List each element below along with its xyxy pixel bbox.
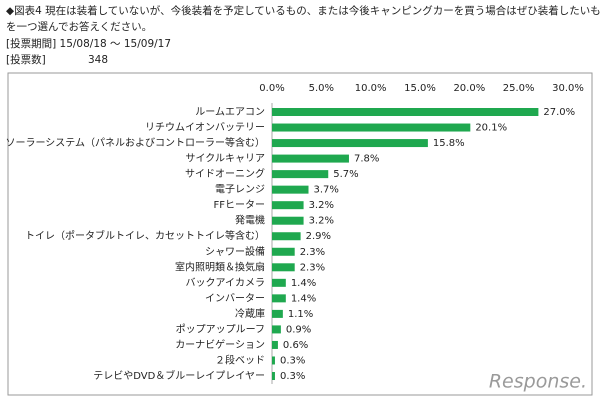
value-label: 1.4% — [291, 278, 316, 289]
category-label: シャワー設備 — [205, 245, 265, 258]
bar — [272, 154, 349, 163]
value-label: 15.8% — [433, 138, 465, 149]
bar — [272, 372, 275, 381]
value-label: 20.1% — [475, 123, 507, 134]
value-label: 0.6% — [283, 340, 308, 351]
category-label: テレビやDVD＆ブルーレイプレイヤー — [93, 369, 265, 382]
category-label: 室内照明類＆換気扇 — [175, 260, 265, 273]
category-label: 冷蔵庫 — [235, 307, 265, 320]
votes: 348 — [88, 54, 108, 66]
bar — [272, 232, 301, 241]
title-line: ◆図表4 現在は装着していないが、今後装着を予定しているもの、または今後キャンピ… — [6, 4, 600, 17]
value-label: 0.3% — [280, 355, 305, 366]
category-label: FFヒーター — [213, 199, 265, 211]
period: [投票期間] 15/08/18 〜 15/09/17 — [6, 37, 171, 50]
bar — [272, 278, 286, 287]
value-label: 3.7% — [314, 185, 339, 196]
bar — [272, 247, 295, 256]
value-label: 2.3% — [300, 262, 325, 273]
bar — [272, 340, 278, 349]
x-tick-label: 10.0% — [355, 83, 387, 94]
value-label: 2.9% — [306, 231, 331, 242]
bar — [272, 185, 309, 194]
watermark: Response. — [489, 371, 587, 393]
value-label: 0.3% — [280, 371, 305, 382]
bar — [272, 294, 286, 303]
value-label: 1.4% — [291, 293, 316, 304]
x-tick-label: 5.0% — [309, 83, 334, 94]
category-label: カーナビゲーション — [175, 339, 265, 351]
chart-frame — [7, 72, 593, 396]
category-label: リチウムイオンバッテリー — [145, 122, 265, 134]
category-label: ソーラーシステム（パネルおよびコントローラー等含む） — [6, 136, 266, 149]
category-label: サイドオーニング — [185, 167, 265, 180]
category-label: 発電機 — [235, 214, 265, 227]
value-label: 5.7% — [333, 169, 358, 180]
value-label: 27.0% — [543, 107, 575, 118]
x-tick-label: 20.0% — [453, 83, 485, 94]
bar — [272, 201, 304, 210]
bar — [272, 356, 275, 365]
value-label: 0.9% — [286, 324, 311, 335]
bar — [272, 123, 471, 132]
value-label: 3.2% — [309, 216, 334, 227]
value-label: 2.3% — [300, 247, 325, 258]
x-tick-label: 15.0% — [404, 83, 436, 94]
category-label: ２段ベッド — [215, 353, 265, 366]
x-tick-label: 0.0% — [259, 83, 284, 94]
bar — [272, 309, 283, 318]
value-label: 3.2% — [309, 200, 334, 211]
category-label: ポップアップルーフ — [176, 323, 265, 335]
x-tick-label: 25.0% — [503, 83, 535, 94]
category-label: ルームエアコン — [195, 106, 265, 118]
bar — [272, 108, 539, 116]
title-line: を一つ選んでお答えください。 — [6, 20, 152, 33]
bar — [272, 325, 281, 334]
value-label: 7.8% — [354, 154, 379, 165]
bar — [272, 170, 329, 179]
bar — [272, 263, 295, 272]
category-label: 電子レンジ — [215, 184, 265, 196]
votes-label: [投票数] — [6, 53, 46, 66]
category-label: インバーター — [205, 292, 265, 304]
x-tick-label: 30.0% — [552, 83, 584, 94]
bar — [272, 216, 304, 225]
bar — [272, 139, 428, 148]
category-label: トイレ（ポータブルトイレ、カセットトイレ等含む） — [25, 229, 265, 242]
category-label: バックアイカメラ — [186, 277, 266, 289]
value-label: 1.1% — [288, 309, 313, 320]
category-label: サイクルキャリア — [186, 153, 266, 165]
